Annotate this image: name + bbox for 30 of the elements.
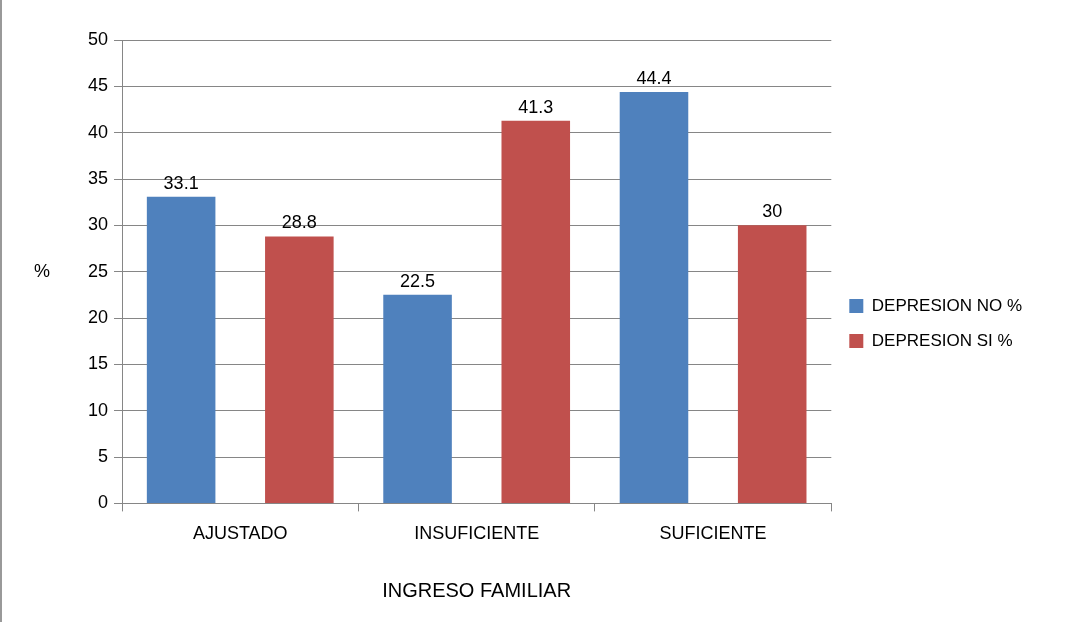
- bar: [265, 236, 334, 503]
- y-tick-label: 0: [98, 492, 109, 513]
- y-axis-title: %: [33, 260, 51, 281]
- bar: [737, 225, 807, 503]
- y-tick-label: 15: [87, 353, 109, 374]
- x-tick-label: INSUFICIENTE: [414, 523, 540, 544]
- y-tick-label: 50: [87, 28, 109, 49]
- y-tick-label: 5: [98, 446, 109, 467]
- data-label: 30: [762, 201, 783, 222]
- data-label: 44.4: [636, 67, 672, 88]
- y-tick-label: 35: [87, 167, 109, 188]
- legend-label: DEPRESION SI %: [871, 330, 1013, 350]
- y-tick-label: 20: [87, 307, 109, 328]
- bar: [501, 120, 571, 503]
- y-tick-label: 30: [87, 214, 109, 235]
- x-tick-label: AJUSTADO: [192, 523, 288, 544]
- legend-label: DEPRESION NO %: [871, 295, 1023, 315]
- y-tick-label: 25: [87, 260, 109, 281]
- y-tick-label: 40: [87, 121, 109, 142]
- bar: [619, 91, 689, 503]
- data-label: 33.1: [163, 172, 199, 193]
- y-tick-label: 45: [87, 75, 109, 96]
- bar: [146, 196, 216, 503]
- data-label: 22.5: [400, 270, 436, 291]
- data-label: 41.3: [518, 96, 554, 117]
- bar: [383, 294, 452, 503]
- x-tick-label: SUFICIENTE: [659, 523, 767, 544]
- y-tick-label: 10: [87, 399, 109, 420]
- x-axis-title: INGRESO FAMILIAR: [382, 578, 572, 601]
- data-label: 28.8: [281, 212, 317, 233]
